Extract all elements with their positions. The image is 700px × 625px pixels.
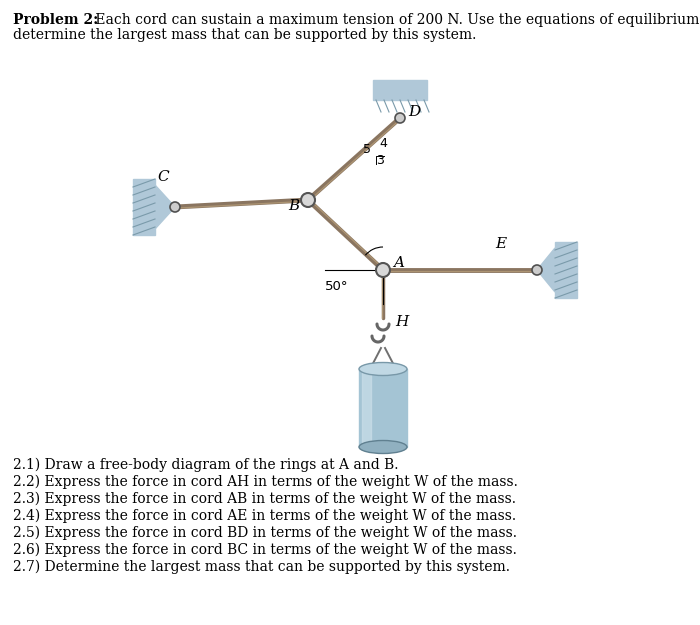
Polygon shape [537, 248, 555, 292]
Text: 2.2) Express the force in cord AH in terms of the weight W of the mass.: 2.2) Express the force in cord AH in ter… [13, 475, 518, 489]
Text: 2.1) Draw a free-body diagram of the rings at A and B.: 2.1) Draw a free-body diagram of the rin… [13, 458, 398, 472]
Polygon shape [155, 185, 175, 229]
Text: determine the largest mass that can be supported by this system.: determine the largest mass that can be s… [13, 28, 477, 42]
Text: 2.6) Express the force in cord BC in terms of the weight W of the mass.: 2.6) Express the force in cord BC in ter… [13, 543, 517, 558]
Text: Each cord can sustain a maximum tension of 200 N. Use the equations of equilibri: Each cord can sustain a maximum tension … [91, 13, 700, 27]
Text: E: E [495, 237, 506, 251]
Bar [555, 242, 577, 298]
Circle shape [170, 202, 180, 212]
Text: D: D [408, 105, 420, 119]
Text: 2.5) Express the force in cord BD in terms of the weight W of the mass.: 2.5) Express the force in cord BD in ter… [13, 526, 517, 541]
Ellipse shape [359, 441, 407, 454]
Text: Problem 2:: Problem 2: [13, 13, 98, 27]
Bar [133, 179, 155, 235]
Text: 50°: 50° [325, 280, 349, 293]
Bar [359, 369, 407, 447]
Circle shape [376, 263, 390, 277]
Circle shape [301, 193, 315, 207]
Text: B: B [288, 199, 300, 213]
Circle shape [395, 113, 405, 123]
Text: 2.7) Determine the largest mass that can be supported by this system.: 2.7) Determine the largest mass that can… [13, 560, 510, 574]
Text: C: C [157, 170, 169, 184]
Circle shape [532, 265, 542, 275]
Text: 2.4) Express the force in cord AE in terms of the weight W of the mass.: 2.4) Express the force in cord AE in ter… [13, 509, 516, 523]
Ellipse shape [359, 362, 407, 376]
Text: 2.3) Express the force in cord AB in terms of the weight W of the mass.: 2.3) Express the force in cord AB in ter… [13, 492, 516, 506]
Text: A: A [393, 256, 404, 270]
Text: H: H [395, 315, 408, 329]
Text: 4: 4 [379, 137, 387, 150]
Text: 5: 5 [363, 143, 371, 156]
Bar [373, 80, 427, 100]
Bar [362, 369, 371, 447]
Text: 3: 3 [376, 154, 384, 167]
